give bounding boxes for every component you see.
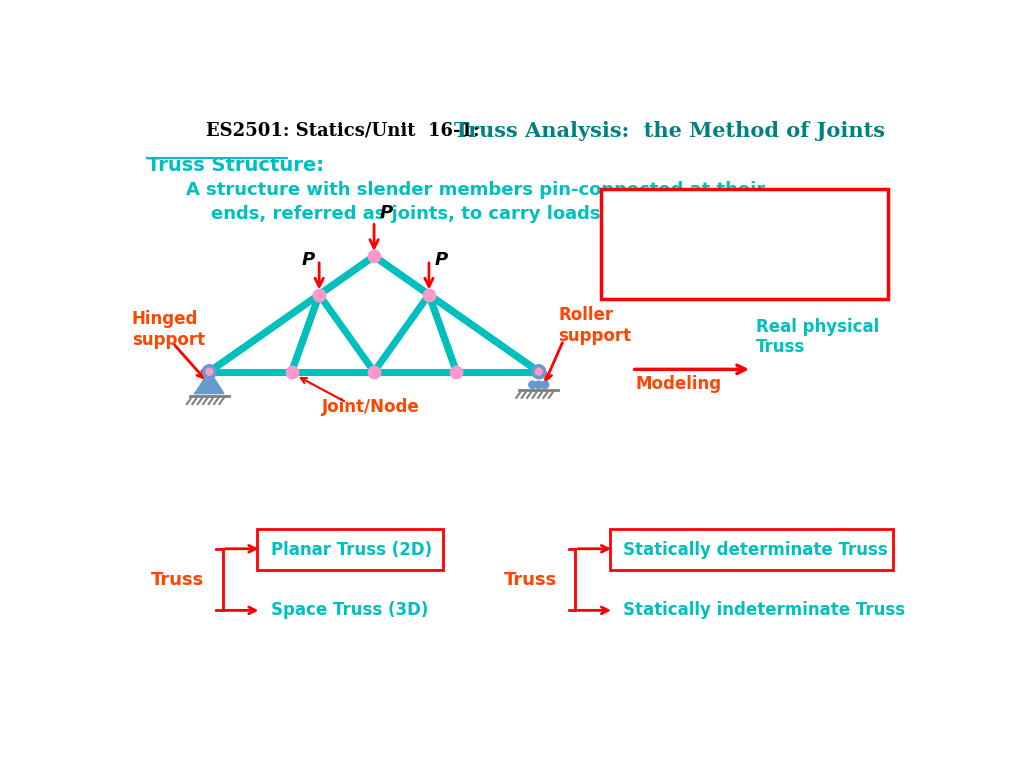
Text: P: P — [434, 251, 447, 270]
Text: Truss: Truss — [504, 571, 557, 588]
Point — [449, 366, 465, 378]
Circle shape — [531, 365, 546, 379]
Circle shape — [203, 365, 216, 379]
Polygon shape — [196, 372, 223, 393]
Point — [311, 289, 328, 301]
Circle shape — [528, 381, 537, 389]
Text: Modeling: Modeling — [636, 375, 722, 392]
Text: Truss: Truss — [152, 571, 205, 588]
Text: A structure with slender members pin-connected at their
    ends, referred as jo: A structure with slender members pin-con… — [186, 181, 765, 223]
Text: To be a truss:
 - Nodal loading only;
 - All joints pin-connected: To be a truss: - Nodal loading only; - A… — [614, 200, 855, 268]
Text: Hinged
support: Hinged support — [132, 310, 205, 349]
FancyBboxPatch shape — [257, 528, 443, 571]
Text: P: P — [302, 251, 315, 270]
Text: Statically indeterminate Truss: Statically indeterminate Truss — [624, 601, 905, 619]
Circle shape — [542, 381, 549, 389]
Text: Joint/Node: Joint/Node — [322, 399, 420, 416]
Text: Roller
support: Roller support — [558, 306, 631, 345]
Point — [530, 366, 547, 378]
Text: Planar Truss (2D): Planar Truss (2D) — [270, 541, 432, 558]
Text: Truss Analysis:  the Method of Joints: Truss Analysis: the Method of Joints — [454, 121, 885, 141]
Circle shape — [206, 368, 213, 375]
Point — [421, 289, 437, 301]
Text: Statically determinate Truss: Statically determinate Truss — [624, 541, 888, 558]
Point — [366, 250, 382, 263]
Text: Real physical
Truss: Real physical Truss — [756, 318, 879, 356]
Circle shape — [536, 368, 543, 375]
Text: Space Truss (3D): Space Truss (3D) — [270, 601, 428, 619]
Text: Truss Structure:: Truss Structure: — [147, 156, 325, 175]
FancyBboxPatch shape — [610, 528, 893, 571]
Circle shape — [535, 381, 543, 389]
FancyBboxPatch shape — [601, 189, 888, 299]
Point — [201, 366, 217, 378]
Text: ES2501: Statics/Unit  16-1:: ES2501: Statics/Unit 16-1: — [206, 121, 479, 140]
Point — [284, 366, 300, 378]
Text: P: P — [380, 204, 393, 222]
Point — [366, 366, 382, 378]
